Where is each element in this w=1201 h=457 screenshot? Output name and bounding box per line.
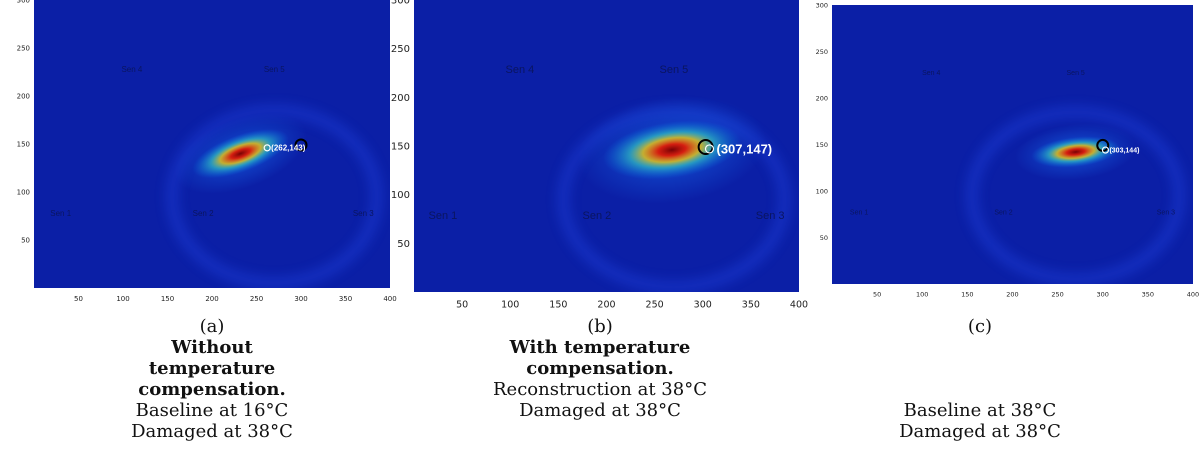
x-tick-label: 250 [250, 295, 263, 303]
sensor-label: Sen 1 [850, 209, 868, 216]
wavefront [966, 106, 1185, 284]
panel-a: Sen 1 Sen 2 Sen 3 Sen 4 Sen 5 (262,143) 50 100 1… [0, 0, 397, 442]
caption-line-b-1: Reconstruction at 38°C [493, 379, 707, 400]
sensor-label: Sen 3 [756, 210, 785, 222]
y-tick-label: 150 [816, 141, 828, 149]
x-tick-label: 200 [597, 300, 615, 311]
caption-line-c-1: Baseline at 38°C [903, 400, 1057, 421]
heatmap-a: Sen 1 Sen 2 Sen 3 Sen 4 Sen 5 (262,143) 50 100 1… [17, 0, 397, 303]
estimated-damage-marker [1101, 146, 1110, 154]
sensor-label: Sen 5 [264, 65, 285, 74]
x-tick-label: 50 [74, 295, 83, 303]
y-tick-label: 300 [816, 1, 828, 9]
heatmap-c: Sen 1 Sen 2 Sen 3 Sen 4 Sen 5 (303,144) 50 100 1… [816, 1, 1200, 299]
sensor-label: Sen 3 [1157, 209, 1175, 216]
estimated-damage-label: (262,143) [271, 144, 306, 153]
x-tick-label: 50 [873, 291, 881, 299]
x-tick-label: 250 [1051, 291, 1063, 299]
true-damage-marker [294, 138, 308, 152]
caption-line-b-2: Damaged at 38°C [519, 400, 681, 421]
x-tick-label: 100 [916, 291, 928, 299]
y-tick-label: 250 [17, 44, 30, 52]
y-tick-label: 300 [391, 0, 410, 7]
panel-b: Sen 1 Sen 2 Sen 3 Sen 4 Sen 5 (307,147) 50 100 1… [388, 0, 808, 421]
x-tick-label: 400 [383, 295, 396, 303]
y-tick-label: 200 [17, 92, 30, 100]
x-tick-label: 150 [161, 295, 174, 303]
sensor-label: Sen 4 [121, 65, 142, 74]
y-tick-label: 50 [21, 236, 30, 244]
x-tick-label: 300 [1097, 291, 1109, 299]
caption-bold-a-2: compensation. [138, 379, 286, 400]
y-tick-label: 250 [391, 44, 410, 55]
y-tick-label: 250 [816, 48, 828, 56]
y-tick-label: 200 [391, 93, 410, 104]
caption-c: Baseline at 38°C Damaged at 38°C [870, 400, 1090, 442]
hotspot [603, 120, 741, 180]
sensor-label: Sen 3 [353, 209, 374, 218]
x-tick-label: 150 [549, 300, 567, 311]
x-tick-label: 200 [205, 295, 218, 303]
caption-line-c-2: Damaged at 38°C [899, 421, 1061, 442]
x-tick-label: 400 [790, 300, 808, 311]
sensor-label: Sen 2 [583, 210, 612, 222]
y-tick-label: 200 [816, 94, 828, 102]
x-tick-label: 350 [742, 300, 760, 311]
x-tick-label: 250 [646, 300, 664, 311]
sensor-label: Sen 4 [922, 70, 940, 77]
panel-label-a: (a) [199, 316, 225, 337]
hotspot [192, 129, 289, 179]
estimated-damage-marker [263, 144, 271, 152]
sensor-label: Sen 5 [660, 64, 689, 76]
x-tick-label: 100 [116, 295, 129, 303]
caption-bold-b-2: compensation. [526, 358, 674, 379]
y-tick-label: 150 [17, 140, 30, 148]
y-tick-label: 150 [391, 142, 410, 153]
wavefront [166, 105, 382, 288]
y-tick-label: 100 [17, 188, 30, 196]
x-tick-label: 300 [294, 295, 307, 303]
sensor-label: Sen 1 [429, 210, 458, 222]
x-tick-label: 100 [501, 300, 519, 311]
caption-bold-a-1: Without temperature [148, 337, 276, 379]
estimated-damage-label: (303,144) [1109, 148, 1139, 155]
x-tick-label: 50 [456, 300, 468, 311]
caption-line-a-1: Baseline at 16°C [135, 400, 289, 421]
sensor-label: Sen 5 [1067, 70, 1085, 77]
sensor-label: Sen 4 [506, 64, 535, 76]
y-tick-label: 100 [816, 187, 828, 195]
x-tick-label: 350 [339, 295, 352, 303]
y-tick-label: 100 [391, 190, 410, 201]
sensor-label: Sen 2 [994, 209, 1012, 216]
caption-bold-b-1: With temperature [509, 337, 691, 358]
x-tick-label: 150 [961, 291, 973, 299]
x-tick-label: 200 [1006, 291, 1018, 299]
x-tick-label: 300 [694, 300, 712, 311]
plot-area [832, 5, 1193, 284]
caption-a: (a) Without temperature compensation. Ba… [112, 316, 312, 442]
x-tick-label: 400 [1187, 291, 1199, 299]
caption-line-a-2: Damaged at 38°C [131, 421, 293, 442]
x-tick-label: 350 [1142, 291, 1154, 299]
panel-label-c: (c) [967, 316, 993, 337]
heatmap-b: Sen 1 Sen 2 Sen 3 Sen 4 Sen 5 (307,147) 50 100 1… [391, 0, 808, 311]
panel-c: Sen 1 Sen 2 Sen 3 Sen 4 Sen 5 (303,144) 50 100 1… [812, 0, 1201, 442]
estimated-damage-marker [704, 144, 715, 154]
sensor-label: Sen 1 [50, 209, 71, 218]
panel-label-b: (b) [587, 316, 613, 337]
estimated-damage-label: (307,147) [716, 141, 772, 156]
y-tick-label: 50 [820, 234, 828, 242]
sensor-label: Sen 2 [193, 209, 214, 218]
caption-b: (b) With temperature compensation. Recon… [480, 316, 720, 421]
y-tick-label: 300 [17, 0, 30, 4]
caption-c-label: (c) [880, 316, 1080, 337]
y-tick-label: 50 [397, 239, 410, 250]
